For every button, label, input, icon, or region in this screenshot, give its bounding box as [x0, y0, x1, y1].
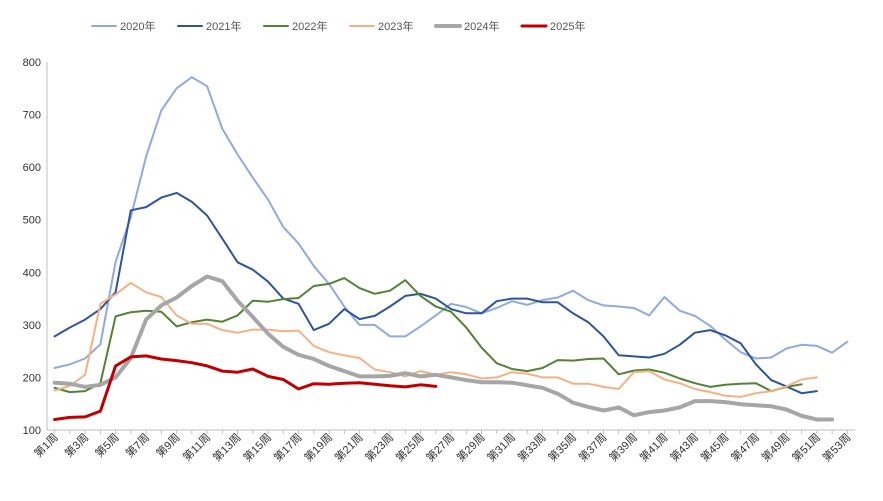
series-line-2022年 — [53, 277, 803, 394]
x-tick-label: 第33周 — [514, 430, 548, 464]
x-tick-label: 第49周 — [758, 430, 792, 464]
y-tick-label: 600 — [23, 162, 41, 174]
x-tick-label: 第9周 — [153, 430, 183, 460]
x-tick-label: 第11周 — [180, 430, 214, 464]
y-tick-label: 700 — [23, 110, 41, 122]
legend-item: 2022年 — [263, 19, 327, 33]
x-tick-label: 第17周 — [271, 430, 305, 464]
y-tick-label: 200 — [23, 372, 41, 384]
x-tick-label: 第3周 — [61, 430, 91, 460]
series-layer — [52, 76, 849, 422]
x-tick-label: 第37周 — [575, 430, 609, 464]
legend-label: 2025年 — [550, 19, 585, 33]
x-tick-label: 第43周 — [667, 430, 701, 464]
x-tick-label: 第15周 — [240, 430, 274, 464]
x-axis: 第1周 第3周 第5周 第7周 第9周第11周第13周第15周第17周第19周第21周第… — [31, 429, 855, 464]
legend-item: 2024年 — [434, 19, 499, 33]
x-tick-label: 第29周 — [453, 430, 487, 464]
x-tick-label: 第5周 — [92, 430, 122, 460]
legend-label: 2021年 — [206, 19, 241, 33]
legend-label: 2022年 — [292, 19, 327, 33]
legend-item: 2021年 — [177, 19, 241, 33]
y-tick-label: 400 — [23, 267, 41, 279]
y-tick-label: 800 — [23, 57, 41, 69]
x-tick-label: 第21周 — [332, 430, 366, 464]
legend-label: 2023年 — [378, 19, 413, 33]
x-tick-label: 第13周 — [210, 430, 244, 464]
legend-label: 2024年 — [464, 19, 499, 33]
x-tick-label: 第51周 — [789, 430, 823, 464]
x-tick-label: 第25周 — [393, 430, 427, 464]
x-tick-label: 第53周 — [819, 430, 853, 464]
x-tick-label: 第35周 — [545, 430, 579, 464]
y-tick-label: 500 — [23, 215, 41, 227]
legend-label: 2020年 — [120, 19, 155, 33]
x-tick-label: 第27周 — [423, 430, 457, 464]
series-line-2021年 — [53, 191, 818, 395]
x-tick-label: 第7周 — [122, 430, 152, 460]
x-tick-label: 第47周 — [728, 430, 762, 464]
x-tick-label: 第19周 — [301, 430, 335, 464]
x-tick-label: 第23周 — [362, 430, 396, 464]
x-tick-label: 第39周 — [606, 430, 640, 464]
legend-item: 2025年 — [520, 19, 585, 33]
series-line-2020年 — [53, 76, 849, 369]
y-axis: 100 200 300 400 500 600 700 800 — [23, 57, 48, 437]
legend: 2020年 2021年 2022年 2023年 2024年 2025年 — [91, 19, 585, 33]
x-tick-label: 第45周 — [697, 430, 731, 464]
legend-item: 2020年 — [91, 19, 155, 33]
x-tick-label: 第31周 — [484, 430, 518, 464]
y-tick-label: 100 — [23, 425, 41, 437]
legend-item: 2023年 — [349, 19, 413, 33]
series-line-2025年 — [53, 354, 438, 421]
x-tick-label: 第41周 — [636, 430, 670, 464]
y-tick-label: 300 — [23, 320, 41, 332]
series-line-2024年 — [52, 274, 835, 422]
